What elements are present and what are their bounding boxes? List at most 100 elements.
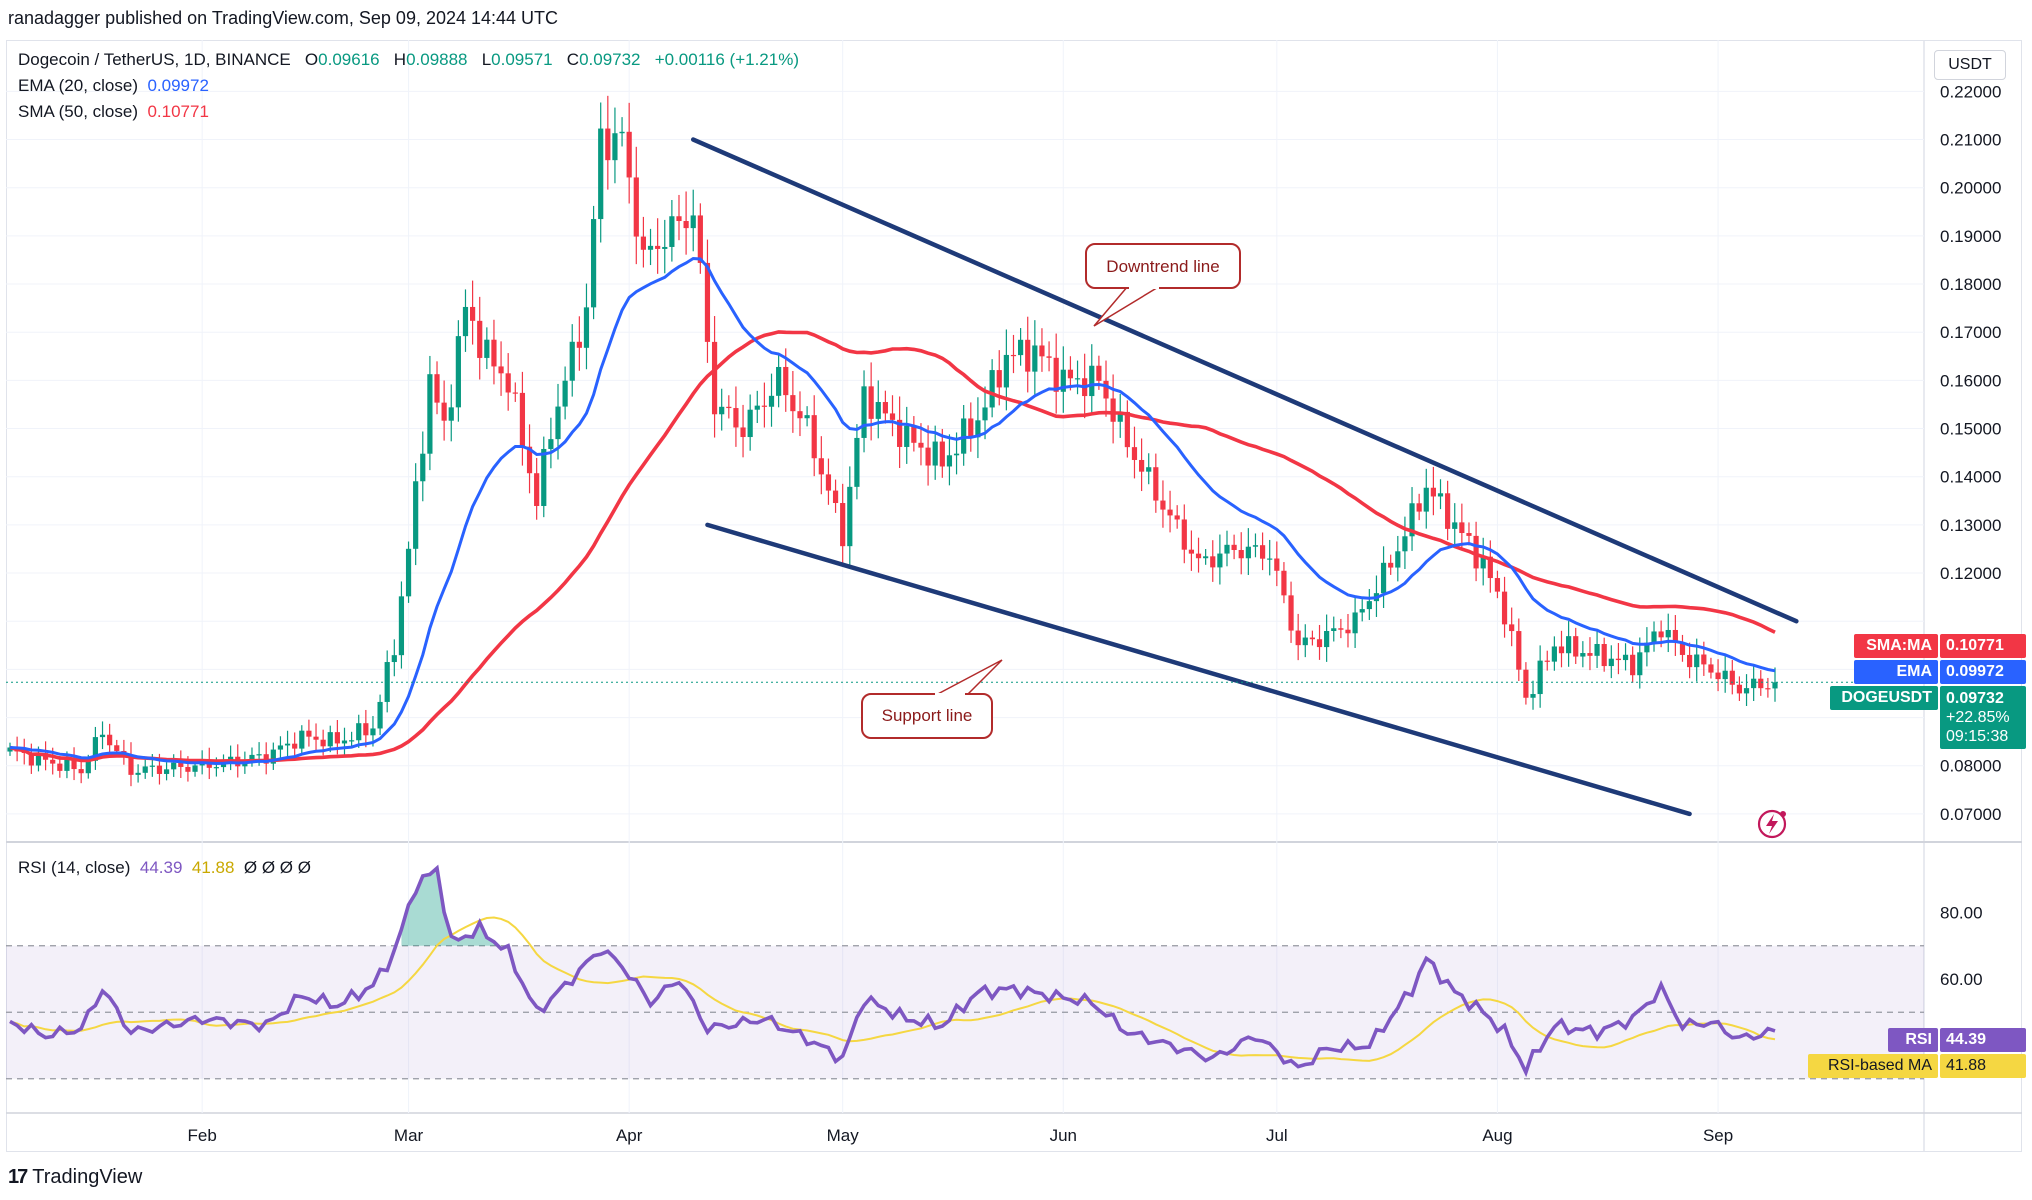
candle-body bbox=[1060, 369, 1066, 392]
candle-body bbox=[420, 453, 426, 482]
price-tick-label: 0.12000 bbox=[1940, 564, 2001, 583]
candle-body bbox=[847, 486, 853, 547]
candle-body bbox=[1537, 660, 1543, 695]
candle-body bbox=[1302, 637, 1308, 646]
price-tick-label: 0.17000 bbox=[1940, 323, 2001, 342]
candle-body bbox=[505, 373, 511, 393]
candle-body bbox=[946, 455, 953, 467]
candle-body bbox=[590, 219, 597, 308]
candle-body bbox=[640, 236, 647, 250]
price-tick-label: 0.18000 bbox=[1940, 275, 2001, 294]
candle-body bbox=[626, 131, 632, 178]
candle-body bbox=[398, 596, 405, 656]
candle-body bbox=[818, 458, 824, 475]
ema-tag-name: EMA bbox=[1854, 660, 1938, 684]
candle-body bbox=[1466, 533, 1472, 536]
candle-body bbox=[1124, 411, 1130, 448]
sma-legend[interactable]: SMA (50, close) 0.10771 bbox=[18, 102, 209, 122]
candle-body bbox=[768, 395, 775, 407]
candle-body bbox=[78, 769, 84, 774]
symbol-tag-countdown: 09:15:38 bbox=[1946, 728, 2009, 745]
candle-body bbox=[128, 754, 134, 775]
price-tick-label: 0.22000 bbox=[1940, 82, 2001, 101]
candle-body bbox=[1074, 378, 1081, 380]
lightning-icon-dot bbox=[1780, 811, 1786, 817]
candle-body bbox=[761, 405, 767, 407]
rsi-tag: RSI 44.39 bbox=[1888, 1028, 2026, 1052]
candle-body bbox=[1459, 522, 1465, 534]
candle-body bbox=[1267, 558, 1273, 560]
candle-body bbox=[256, 754, 262, 756]
candle-body bbox=[1252, 545, 1259, 547]
candle-body bbox=[1622, 654, 1629, 661]
candle-body bbox=[569, 341, 575, 381]
candle-body bbox=[747, 409, 753, 438]
candle-body bbox=[1452, 522, 1458, 529]
candle-body bbox=[1281, 570, 1287, 596]
candle-body bbox=[405, 548, 412, 597]
candle-body bbox=[1316, 639, 1323, 648]
candle-body bbox=[633, 177, 639, 237]
candle-body bbox=[719, 406, 725, 415]
support-callout-pointer bbox=[933, 659, 1003, 697]
candle-body bbox=[292, 743, 298, 749]
candle-body bbox=[989, 370, 995, 408]
candle-body bbox=[1580, 653, 1586, 657]
lightning-icon[interactable] bbox=[1757, 809, 1787, 839]
rsi-ma-legend-value: 41.88 bbox=[191, 858, 235, 877]
price-legend[interactable]: Dogecoin / TetherUS, 1D, BINANCE O0.0961… bbox=[18, 50, 799, 70]
candle-body bbox=[1743, 688, 1750, 694]
candle-body bbox=[1025, 339, 1031, 372]
candle-body bbox=[1715, 672, 1721, 680]
price-tick-label: 0.16000 bbox=[1940, 371, 2001, 390]
lightning-icon-bolt bbox=[1766, 814, 1778, 834]
candle-body bbox=[1352, 612, 1358, 634]
candle-body bbox=[1423, 487, 1429, 512]
ema-line bbox=[9, 256, 1776, 766]
rsi-tick-label: 60.00 bbox=[1940, 970, 1983, 989]
downtrend-callout[interactable]: Downtrend line bbox=[1085, 243, 1241, 327]
candle-body bbox=[605, 128, 611, 161]
candle-body bbox=[1644, 642, 1650, 653]
candle-body bbox=[612, 133, 618, 161]
tradingview-logo[interactable]: 17 TradingView bbox=[8, 1166, 142, 1189]
candle-body bbox=[683, 221, 689, 229]
ema-legend-label: EMA (20, close) bbox=[18, 76, 138, 95]
candle-body bbox=[1046, 356, 1052, 358]
candle-body bbox=[655, 245, 661, 249]
chart-frame bbox=[6, 40, 2022, 1152]
candle-body bbox=[1672, 629, 1678, 643]
candle-body bbox=[1053, 357, 1059, 392]
candle-body bbox=[1018, 339, 1024, 356]
ema-legend[interactable]: EMA (20, close) 0.09972 bbox=[18, 76, 209, 96]
candle-body bbox=[1416, 503, 1422, 512]
rsi-legend-value: 44.39 bbox=[139, 858, 183, 877]
time-tick-label: Apr bbox=[616, 1126, 643, 1145]
candle-body bbox=[71, 759, 77, 770]
candle-body bbox=[270, 749, 276, 764]
candle-body bbox=[192, 765, 198, 772]
downtrend-callout-box bbox=[1085, 243, 1241, 289]
trendlines bbox=[690, 137, 1799, 817]
ema-legend-value: 0.09972 bbox=[147, 76, 209, 95]
candle-body bbox=[1630, 654, 1636, 676]
tradingview-logo-icon: 17 bbox=[8, 1166, 28, 1188]
support-callout[interactable]: Support line bbox=[861, 659, 1003, 739]
support-label: Support line bbox=[882, 706, 973, 725]
candle-body bbox=[1516, 631, 1522, 670]
candle-body bbox=[1010, 354, 1017, 357]
candle-body bbox=[562, 380, 568, 407]
ema-tag: EMA 0.09972 bbox=[1854, 660, 2026, 684]
rsi-legend[interactable]: RSI (14, close) 44.39 41.88 Ø Ø Ø Ø bbox=[18, 858, 311, 878]
candle-body bbox=[1409, 503, 1415, 537]
candle-body bbox=[1765, 688, 1771, 690]
candle-body bbox=[776, 366, 782, 396]
price-axis: 0.22000 0.21000 0.20000 0.19000 0.18000 0.170… bbox=[1940, 82, 2001, 989]
currency-button[interactable]: USDT bbox=[1934, 50, 2006, 80]
time-tick-label: Jun bbox=[1050, 1126, 1077, 1145]
candle-body bbox=[783, 366, 789, 396]
candle-body bbox=[1089, 365, 1095, 397]
symbol-label: Dogecoin / TetherUS, 1D, BINANCE bbox=[18, 50, 291, 69]
time-tick-label: Jul bbox=[1266, 1126, 1288, 1145]
